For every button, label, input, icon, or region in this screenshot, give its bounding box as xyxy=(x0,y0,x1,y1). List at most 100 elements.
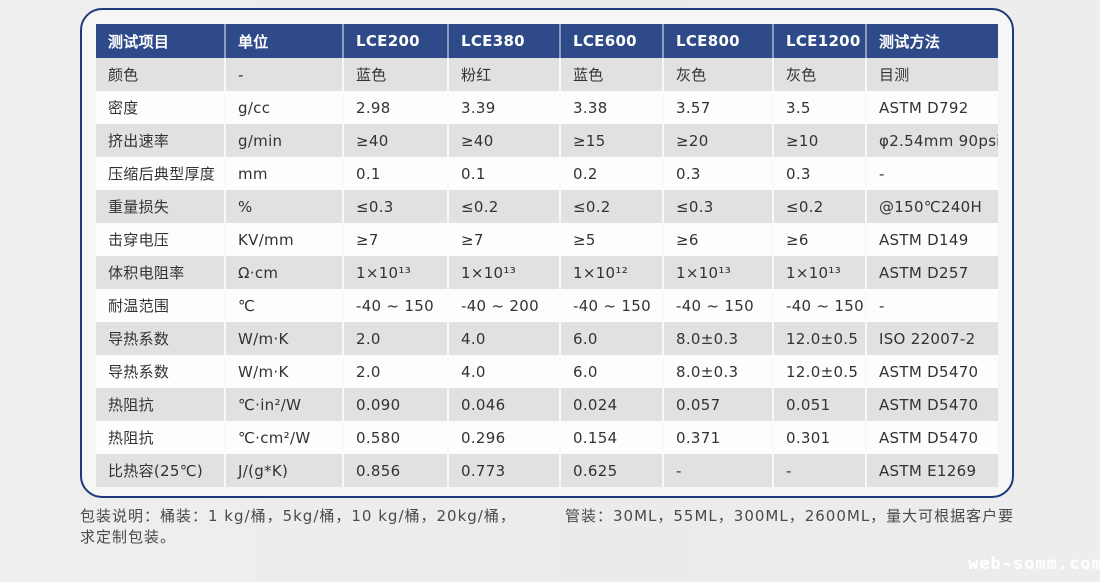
table-cell: 3.57 xyxy=(664,91,774,124)
column-header: 测试方法 xyxy=(867,24,998,58)
table-cell: 8.0±0.3 xyxy=(664,355,774,388)
table-cell: -40 ~ 150 xyxy=(664,289,774,322)
table-cell: ASTM D5470 xyxy=(867,355,998,388)
table-cell: 0.625 xyxy=(561,454,664,487)
table-cell: - xyxy=(226,58,344,91)
table-row: 比热容(25℃) J/(g*K) 0.856 0.773 0.625- - ASTM E12… xyxy=(96,454,998,487)
table-row: 挤出速率 g/min ≥40 ≥40 ≥15 ≥20 ≥10 φ2.54mm 90psi xyxy=(96,124,998,157)
table-row: 导热系数 W/m·K 2.0 4.0 6.0 8.0±0.3 12.0±0.5 ASTM D5… xyxy=(96,355,998,388)
table-cell: J/(g*K) xyxy=(226,454,344,487)
table-body: 颜色 - 蓝色 粉红 蓝色 灰色 灰色 目测 密度 g/cc 2.98 3.39 3.38 3.57 3.5… xyxy=(96,58,998,487)
table-cell: ℃ xyxy=(226,289,344,322)
column-header: 单位 xyxy=(226,24,344,58)
table-cell: ≥7 xyxy=(344,223,449,256)
table-cell: - xyxy=(774,454,867,487)
table-cell: 6.0 xyxy=(561,355,664,388)
table-cell: 6.0 xyxy=(561,322,664,355)
table-cell: 灰色 xyxy=(664,58,774,91)
row-label: 挤出速率 xyxy=(96,124,226,157)
table-cell: 0.773 xyxy=(449,454,561,487)
packaging-note-barrel: 包装说明：桶装：1 kg/桶，5kg/桶，10 kg/桶，20kg/桶， 求定制… xyxy=(80,506,565,548)
table-cell: 0.057 xyxy=(664,388,774,421)
table-cell: ≥6 xyxy=(664,223,774,256)
table-cell: 0.3 xyxy=(774,157,867,190)
table-cell: 0.090 xyxy=(344,388,449,421)
table-row: 密度 g/cc 2.98 3.39 3.38 3.57 3.5 ASTM D792 xyxy=(96,91,998,124)
table-header: 测试项目 单位 LCE200 LCE380 LCE600 LCE800 LCE1200 测试方… xyxy=(96,24,998,58)
table-cell: ≥5 xyxy=(561,223,664,256)
table-cell: ≤0.3 xyxy=(664,190,774,223)
table-cell: 2.0 xyxy=(344,322,449,355)
table-cell: W/m·K xyxy=(226,322,344,355)
table-cell: 0.024 xyxy=(561,388,664,421)
row-label: 击穿电压 xyxy=(96,223,226,256)
table-row: 压缩后典型厚度 mm 0.1 0.1 0.2 0.3 0.3- xyxy=(96,157,998,190)
table-cell: g/cc xyxy=(226,91,344,124)
row-label: 颜色 xyxy=(96,58,226,91)
table-row: 击穿电压 KV/mm ≥7 ≥7 ≥5 ≥6 ≥6 ASTM D149 xyxy=(96,223,998,256)
table-cell: g/min xyxy=(226,124,344,157)
spec-table-card: 测试项目 单位 LCE200 LCE380 LCE600 LCE800 LCE1200 测试方… xyxy=(80,8,1014,498)
table-cell: ≥40 xyxy=(449,124,561,157)
product-spec-table: 测试项目 单位 LCE200 LCE380 LCE600 LCE800 LCE1200 测试方… xyxy=(96,24,998,487)
table-cell: -40 ~ 150 xyxy=(561,289,664,322)
table-cell: 4.0 xyxy=(449,355,561,388)
column-header: LCE200 xyxy=(344,24,449,58)
row-label: 导热系数 xyxy=(96,355,226,388)
table-cell: ≤0.2 xyxy=(561,190,664,223)
packaging-note: 包装说明：桶装：1 kg/桶，5kg/桶，10 kg/桶，20kg/桶， 求定制… xyxy=(80,506,1040,548)
row-label: 热阻抗 xyxy=(96,388,226,421)
table-row: 耐温范围 ℃ -40 ~ 150 -40 ~ 200 -40 ~ 150 -40 ~ 15… xyxy=(96,289,998,322)
row-label: 密度 xyxy=(96,91,226,124)
table-cell: ≥10 xyxy=(774,124,867,157)
table-cell: 8.0±0.3 xyxy=(664,322,774,355)
row-label: 耐温范围 xyxy=(96,289,226,322)
table-row: 导热系数 W/m·K 2.0 4.0 6.0 8.0±0.3 12.0±0.5 ISO 220… xyxy=(96,322,998,355)
table-cell: KV/mm xyxy=(226,223,344,256)
column-header: LCE1200 xyxy=(774,24,867,58)
table-cell: - xyxy=(664,454,774,487)
row-label: 比热容(25℃) xyxy=(96,454,226,487)
table-cell: 1×10¹² xyxy=(561,256,664,289)
table-cell: 0.154 xyxy=(561,421,664,454)
table-cell: 灰色 xyxy=(774,58,867,91)
table-cell: φ2.54mm 90psi xyxy=(867,124,998,157)
table-cell: 3.39 xyxy=(449,91,561,124)
table-cell: - xyxy=(867,157,998,190)
table-cell: 粉红 xyxy=(449,58,561,91)
table-row: 热阻抗 ℃·cm²/W 0.580 0.296 0.154 0.371 0.301 ASTM … xyxy=(96,421,998,454)
table-row: 体积电阻率 Ω·cm 1×10¹³ 1×10¹³ 1×10¹² 1×10¹³ 1×10¹³ A… xyxy=(96,256,998,289)
table-cell: ≥6 xyxy=(774,223,867,256)
table-cell: 0.1 xyxy=(449,157,561,190)
table-cell: -40 ~ 200 xyxy=(449,289,561,322)
row-label: 导热系数 xyxy=(96,322,226,355)
packaging-note-tube: 管装：30ML，55ML，300ML，2600ML，量大可根据客户要 xyxy=(565,507,1015,525)
watermark: web-somm.com xyxy=(968,554,1100,574)
column-header: LCE380 xyxy=(449,24,561,58)
table-cell: 0.3 xyxy=(664,157,774,190)
table-cell: ASTM D792 xyxy=(867,91,998,124)
table-cell: ISO 22007-2 xyxy=(867,322,998,355)
packaging-barrel-line1: 包装说明：桶装：1 kg/桶，5kg/桶，10 kg/桶，20kg/桶， xyxy=(80,507,516,525)
table-cell: 蓝色 xyxy=(561,58,664,91)
table-cell: 蓝色 xyxy=(344,58,449,91)
row-label: 体积电阻率 xyxy=(96,256,226,289)
table-cell: @150℃240H xyxy=(867,190,998,223)
table-cell: - xyxy=(867,289,998,322)
table-cell: 0.580 xyxy=(344,421,449,454)
table-cell: 1×10¹³ xyxy=(664,256,774,289)
table-cell: 0.296 xyxy=(449,421,561,454)
table-cell: 12.0±0.5 xyxy=(774,355,867,388)
table-cell: 2.98 xyxy=(344,91,449,124)
table-cell: ≤0.2 xyxy=(774,190,867,223)
table-cell: 1×10¹³ xyxy=(449,256,561,289)
table-cell: ASTM D257 xyxy=(867,256,998,289)
table-cell: ASTM D5470 xyxy=(867,388,998,421)
table-cell: 目测 xyxy=(867,58,998,91)
table-cell: ASTM E1269 xyxy=(867,454,998,487)
table-cell: 0.051 xyxy=(774,388,867,421)
table-cell: 0.301 xyxy=(774,421,867,454)
table-cell: 0.046 xyxy=(449,388,561,421)
column-header: LCE600 xyxy=(561,24,664,58)
